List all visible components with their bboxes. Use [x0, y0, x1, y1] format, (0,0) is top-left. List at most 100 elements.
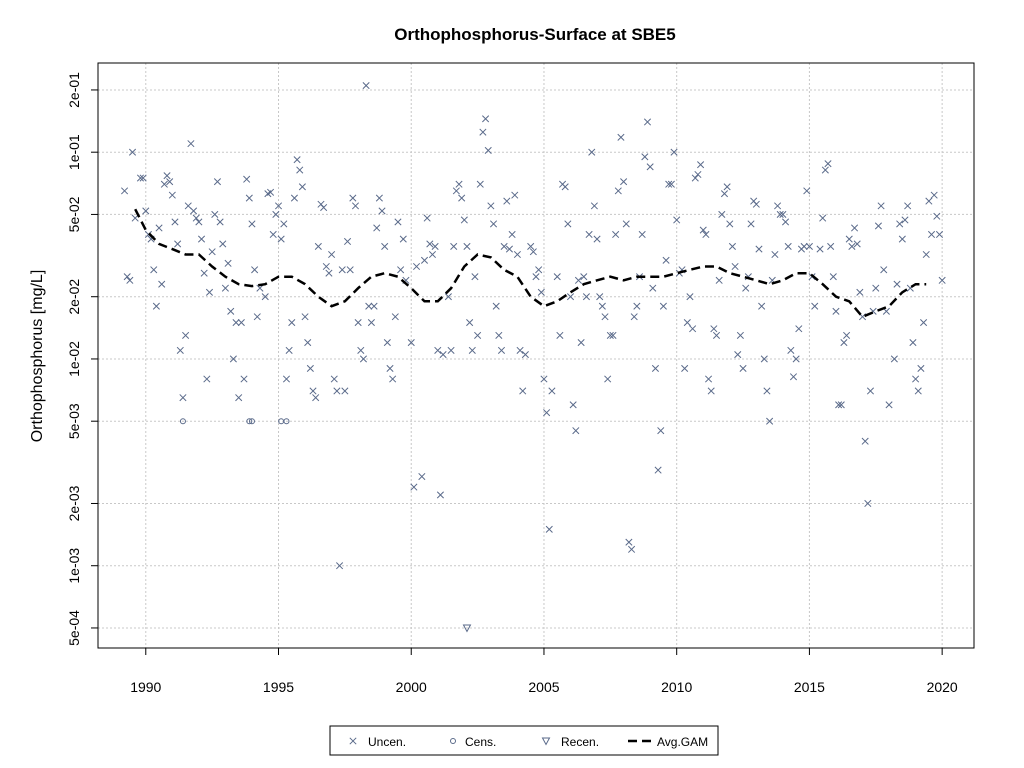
uncensored-point [304, 339, 312, 347]
uncensored-point [235, 394, 243, 402]
uncensored-point [163, 172, 171, 180]
uncensored-point [612, 230, 620, 239]
uncensored-point [938, 276, 946, 284]
uncensored-point [128, 148, 137, 156]
uncensored-point [434, 346, 442, 354]
uncensored-point [880, 266, 888, 274]
uncensored-point [930, 191, 938, 199]
uncensored-point [160, 180, 168, 188]
uncensored-point [731, 262, 739, 271]
legend: Uncen. Cens. Recen. Avg.GAM [329, 725, 719, 756]
uncensored-point [784, 242, 792, 251]
uncensored-point [346, 266, 354, 274]
uncensored-point [309, 387, 317, 395]
y-tick-label: 2e-01 [66, 72, 82, 108]
legend-gam-label: Avg.GAM [657, 735, 708, 749]
uncensored-point [320, 203, 328, 212]
uncensored-point [816, 245, 824, 253]
uncensored-point [505, 245, 514, 253]
uncensored-point [391, 313, 399, 321]
uncensored-point [174, 240, 182, 248]
uncensored-point [771, 250, 779, 259]
uncensored-point [306, 364, 314, 372]
uncensored-point [503, 197, 511, 205]
uncensored-point [168, 191, 176, 199]
uncensored-point [428, 250, 437, 259]
uncensored-point [917, 364, 925, 372]
uncensored-point [362, 82, 370, 90]
uncensored-point [386, 364, 394, 372]
uncensored-point [638, 230, 646, 239]
uncensored-point [288, 318, 296, 327]
uncensored-point [872, 284, 880, 292]
uncensored-point [630, 313, 638, 321]
uncensored-point [805, 242, 813, 251]
uncensored-point [681, 364, 689, 372]
uncensored-point [378, 207, 386, 215]
uncensored-point [240, 375, 248, 383]
uncensored-point [694, 170, 702, 179]
legend-recen-label: Recen. [561, 735, 599, 749]
uncensored-point [508, 230, 516, 239]
x-tick-label: 2000 [396, 679, 427, 695]
uncensored-point [479, 128, 487, 136]
uncensored-point [482, 115, 490, 123]
uncensored-point [511, 191, 519, 199]
uncensored-point [126, 276, 134, 284]
uncensored-point [617, 133, 625, 141]
chart-title: Orthophosphorus-Surface at SBE5 [394, 25, 675, 44]
data-points [120, 82, 946, 633]
uncensored-point [665, 180, 673, 188]
uncensored-point [779, 210, 787, 218]
uncensored-point [803, 187, 811, 195]
uncensored-point [699, 226, 707, 234]
legend-cens-label: Cens. [465, 735, 496, 749]
uncensored-point [200, 269, 208, 277]
uncensored-point [139, 174, 147, 182]
uncensored-point [614, 187, 622, 195]
uncensored-point [158, 280, 166, 288]
uncensored-point [325, 269, 333, 277]
uncensored-point [322, 262, 330, 271]
uncensored-point [593, 235, 601, 243]
uncensored-point [877, 202, 885, 210]
uncensored-point [383, 339, 391, 347]
uncensored-point [904, 202, 912, 210]
uncensored-point [213, 178, 222, 186]
uncensored-point [540, 375, 548, 383]
uncensored-point [747, 220, 755, 228]
uncensored-point [426, 240, 434, 248]
uncensored-point [529, 248, 537, 256]
y-axis-title: Orthophosphorus [mg/L] [29, 270, 46, 443]
censored-point [179, 418, 186, 425]
uncensored-point [190, 207, 198, 215]
uncensored-point [197, 235, 206, 243]
uncensored-point [657, 427, 665, 435]
uncensored-point [774, 202, 782, 210]
uncensored-point [447, 346, 455, 354]
uncensored-point [256, 284, 264, 292]
uncensored-point [850, 224, 859, 232]
uncensored-point [760, 355, 768, 363]
uncensored-point [253, 313, 261, 321]
uncensored-point [474, 331, 482, 339]
uncensored-point [460, 216, 468, 224]
uncensored-point [205, 288, 214, 296]
uncensored-point [330, 375, 338, 383]
uncensored-point [620, 178, 628, 186]
uncensored-point [532, 273, 540, 281]
uncensored-point [922, 250, 930, 259]
uncensored-point [890, 355, 898, 363]
uncensored-point [211, 210, 219, 218]
uncensored-point [155, 224, 163, 232]
uncensored-point [535, 266, 543, 274]
uncensored-point [667, 180, 675, 188]
uncensored-point [269, 230, 277, 239]
y-tick-label: 1e-02 [66, 341, 82, 377]
y-tick-label: 5e-02 [66, 196, 82, 232]
uncensored-point [312, 394, 320, 402]
uncensored-point [914, 387, 922, 395]
uncensored-point [792, 355, 800, 363]
uncensored-point [412, 262, 421, 271]
uncensored-point [290, 194, 298, 202]
